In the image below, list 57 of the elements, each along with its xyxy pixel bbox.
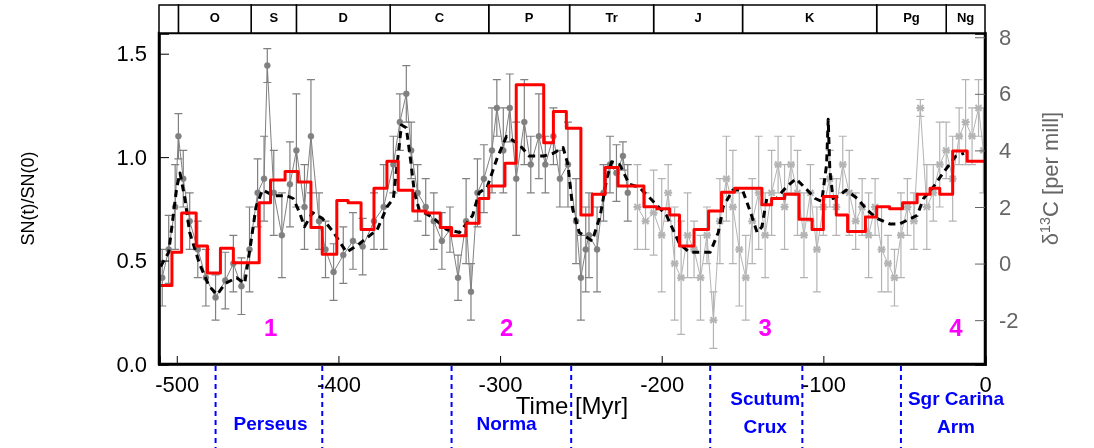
y-tick-label: 0.0	[116, 351, 147, 377]
point	[669, 259, 680, 268]
point	[921, 202, 932, 211]
point	[656, 231, 667, 240]
series-label: K	[804, 10, 815, 26]
series-label: Ng	[956, 10, 975, 26]
point	[663, 188, 674, 197]
point	[915, 103, 926, 112]
point	[682, 231, 693, 240]
point	[837, 160, 848, 169]
point	[727, 202, 738, 211]
annotation: 2	[499, 314, 514, 342]
series-label: P	[524, 10, 534, 26]
y-tick-label: 0.5	[116, 248, 147, 274]
y2-tick-label: 2	[999, 194, 1012, 220]
ref-line-label: Scutum Crux	[730, 388, 801, 437]
y-tick-label: 1.5	[116, 41, 147, 67]
point	[831, 202, 842, 211]
series-label: J	[694, 10, 702, 26]
series-label: Pg	[903, 10, 920, 26]
y2-tick-label: 6	[999, 81, 1012, 107]
y2-tick-label: 8	[999, 24, 1012, 50]
point	[850, 217, 861, 226]
point	[947, 174, 958, 183]
x-tick-label: -400	[316, 371, 361, 397]
x-tick-label: -500	[155, 371, 200, 397]
point	[648, 208, 659, 217]
series-label: O	[209, 10, 220, 26]
point	[779, 202, 790, 211]
point	[876, 245, 887, 254]
point	[960, 118, 971, 127]
point	[708, 316, 719, 325]
point	[857, 202, 868, 211]
point	[740, 273, 751, 282]
point	[640, 217, 651, 226]
series-label: Tr	[605, 10, 618, 26]
series-label: S	[269, 10, 279, 26]
annotation: 4	[949, 314, 964, 342]
annotation: 3	[758, 314, 772, 342]
point	[747, 217, 758, 226]
y2-tick-label: 0	[999, 251, 1012, 277]
point	[941, 146, 952, 155]
ref-line-label: Perseus	[233, 413, 308, 434]
point	[908, 217, 919, 226]
y-axis-title: SN(t)/SN(0)	[18, 151, 38, 246]
series-label: D	[338, 10, 348, 26]
point	[792, 188, 803, 197]
y2-tick-label: -2	[999, 307, 1019, 333]
y-tick-label: 1.0	[116, 144, 147, 170]
annotation: 1	[263, 314, 278, 342]
x-tick-label: -100	[801, 371, 846, 397]
point	[734, 245, 745, 254]
series-label: C	[434, 10, 445, 26]
y2-tick-label: 4	[999, 137, 1012, 163]
x-tick-label: -200	[640, 371, 685, 397]
point	[695, 273, 706, 282]
point	[811, 245, 822, 254]
